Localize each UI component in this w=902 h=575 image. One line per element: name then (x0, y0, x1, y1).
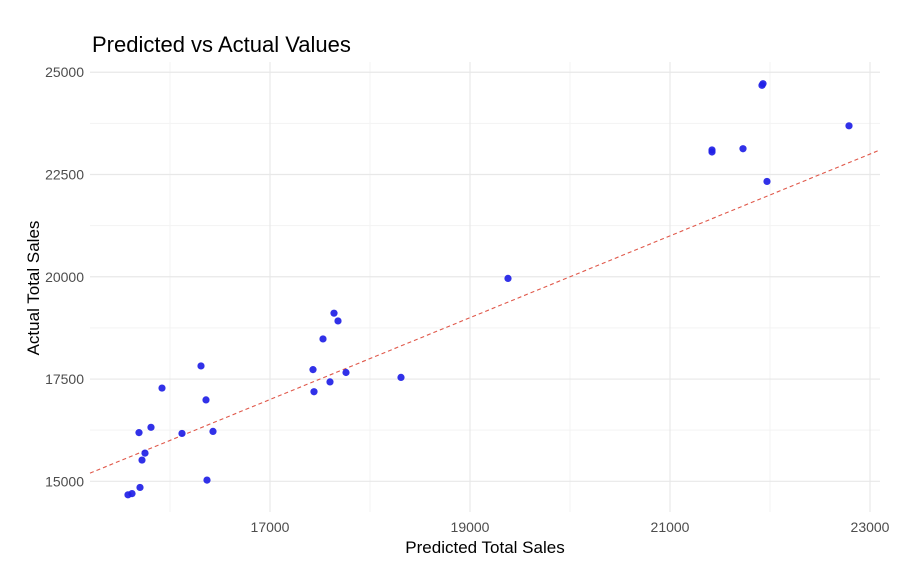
data-point (759, 80, 767, 88)
minor-gridlines (90, 62, 880, 512)
data-point (197, 362, 205, 370)
y-axis-title: Actual Total Sales (24, 221, 43, 356)
x-tick-label: 21000 (651, 519, 690, 535)
data-point (330, 309, 338, 317)
y-tick-label: 20000 (45, 269, 84, 285)
data-point (334, 317, 342, 325)
x-axis-ticks: 17000 19000 21000 23000 (251, 519, 890, 535)
data-point (763, 177, 771, 186)
data-point (310, 388, 318, 396)
data-point (128, 489, 136, 498)
data-point (397, 373, 405, 382)
data-point (739, 145, 747, 153)
data-point (203, 476, 211, 484)
data-point (504, 274, 512, 283)
x-axis-title: Predicted Total Sales (405, 538, 564, 557)
y-tick-label: 25000 (45, 64, 84, 80)
data-point (209, 427, 217, 436)
x-tick-label: 19000 (451, 519, 490, 535)
reference-line (89, 149, 881, 474)
y-tick-label: 15000 (45, 473, 84, 489)
y-axis-ticks: 15000 17500 20000 22500 25000 (45, 64, 84, 489)
data-point (178, 429, 186, 438)
chart-title: Predicted vs Actual Values (92, 32, 351, 57)
data-points (124, 80, 853, 499)
data-point (202, 396, 210, 404)
data-point (319, 335, 327, 343)
y-tick-label: 22500 (45, 167, 84, 183)
x-tick-label: 23000 (851, 519, 890, 535)
y-tick-label: 17500 (45, 371, 84, 387)
data-point (158, 384, 166, 392)
data-point (309, 366, 317, 374)
data-point (708, 146, 716, 154)
data-point (136, 483, 144, 492)
x-tick-label: 17000 (251, 519, 290, 535)
reference-line-group (89, 149, 881, 474)
data-point (326, 378, 334, 386)
data-point (138, 456, 146, 464)
data-point (342, 368, 350, 377)
data-point (135, 429, 143, 437)
data-point (845, 122, 853, 130)
data-point (141, 449, 149, 457)
major-gridlines (90, 62, 880, 512)
data-point (147, 423, 155, 431)
